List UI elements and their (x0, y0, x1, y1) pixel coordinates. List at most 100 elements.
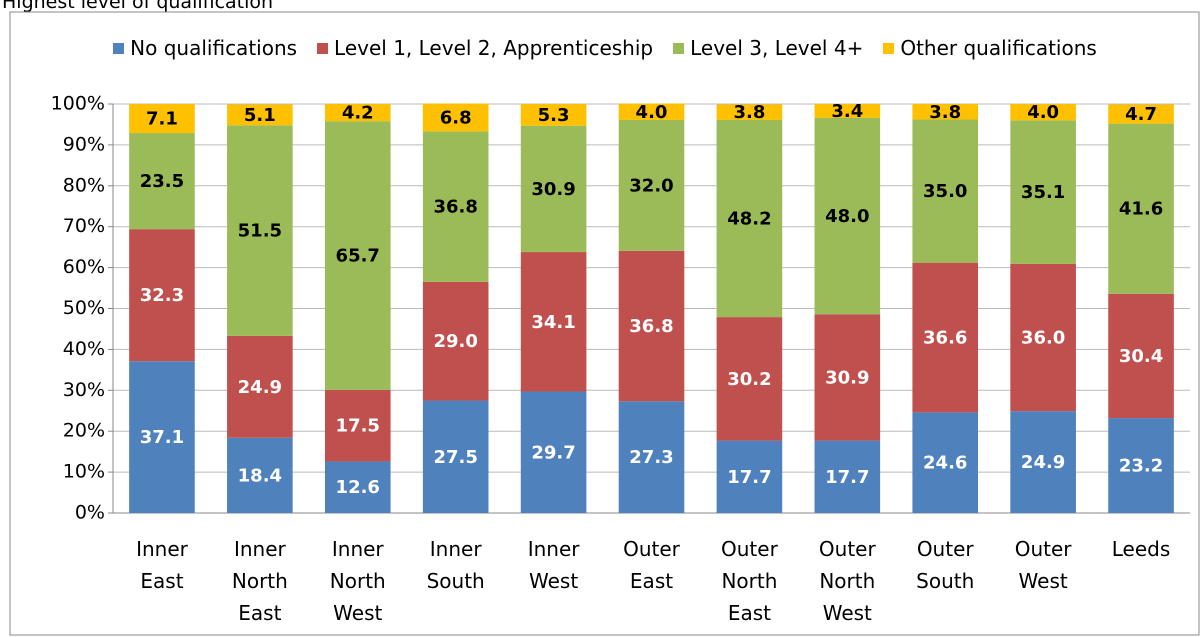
data-label: 6.8 (440, 107, 472, 128)
y-tick-label: 30% (63, 379, 105, 401)
bar-segment (1108, 418, 1174, 513)
legend-item: No qualifications (113, 36, 297, 60)
bar-segment (912, 412, 979, 513)
y-tick-label: 100% (51, 93, 105, 115)
bar-segment (1108, 123, 1174, 294)
data-label: 5.3 (538, 105, 570, 126)
data-label: 27.3 (629, 447, 673, 468)
data-label: 30.4 (1119, 346, 1163, 367)
bar-segment (129, 361, 195, 513)
data-label: 24.6 (923, 453, 967, 474)
legend-item: Level 3, Level 4+ (673, 36, 863, 60)
legend-label: Level 1, Level 2, Apprenticeship (334, 36, 654, 60)
bar-segment (324, 121, 391, 390)
legend-swatch (883, 42, 895, 54)
bar-segment (227, 125, 293, 336)
legend-label: Other qualifications (900, 36, 1097, 60)
y-tick-label: 60% (63, 256, 105, 278)
bar-segment (520, 252, 587, 392)
data-label: 35.1 (1021, 182, 1065, 203)
legend: No qualifications Level 1, Level 2, Appre… (10, 36, 1200, 60)
bar-segment (422, 400, 489, 513)
y-tick-label: 50% (63, 297, 105, 319)
bar-segment (716, 119, 783, 318)
data-label: 12.6 (336, 477, 380, 498)
data-label: 30.9 (825, 367, 869, 388)
x-tick-label: Inner South (426, 537, 485, 593)
x-tick-label: Outer North West (818, 537, 876, 625)
bar-segment (716, 317, 783, 441)
legend-swatch (113, 42, 125, 54)
bar-segment (1108, 104, 1174, 124)
bar-segment (227, 437, 293, 513)
data-label: 17.5 (336, 416, 380, 437)
data-label: 24.9 (238, 377, 282, 398)
data-label: 17.7 (727, 467, 771, 488)
bar-segment (618, 250, 685, 402)
bar-segment (129, 229, 195, 362)
bar-segment (324, 461, 391, 513)
bar-segment (422, 103, 489, 132)
bar-segment (422, 131, 489, 282)
legend-label: No qualifications (130, 36, 298, 60)
x-tick-label: Inner North East (231, 537, 288, 625)
data-label: 37.1 (140, 427, 184, 448)
data-label: 7.1 (146, 109, 178, 130)
data-label: 23.5 (140, 171, 184, 192)
data-label: 27.5 (433, 447, 477, 468)
data-label: 18.4 (238, 465, 282, 486)
data-label: 29.0 (433, 331, 477, 352)
data-label: 23.2 (1119, 456, 1163, 477)
legend-swatch (317, 42, 329, 54)
bar-segment (618, 103, 685, 120)
data-label: 36.8 (433, 197, 477, 218)
bar-segment (324, 104, 391, 122)
data-label: 3.8 (733, 102, 765, 123)
x-tick-label: Inner East (136, 537, 188, 593)
bar-segment (1010, 104, 1076, 121)
data-label: 36.0 (1021, 328, 1065, 349)
bar-segment (129, 133, 195, 230)
bar-segment (520, 125, 587, 253)
data-label: 29.7 (531, 442, 575, 463)
x-tick-label: Outer South (916, 537, 975, 593)
data-label: 4.7 (1125, 104, 1157, 125)
bar-segment (1010, 411, 1076, 513)
data-label: 4.0 (636, 102, 668, 123)
data-label: 4.0 (1027, 102, 1059, 123)
bar-segment (520, 104, 587, 126)
bar-segment (814, 440, 881, 513)
data-label: 34.1 (531, 312, 575, 333)
legend-swatch (673, 42, 685, 54)
x-tick-label: Outer North East (721, 537, 778, 625)
data-label: 36.8 (629, 316, 673, 337)
y-tick-label: 0% (75, 502, 105, 524)
bar-segment (1010, 120, 1076, 264)
x-tick-label: Outer West (1014, 537, 1072, 593)
legend-item: Other qualifications (883, 36, 1097, 60)
y-tick-label: 90% (63, 133, 105, 155)
data-label: 24.9 (1021, 452, 1065, 473)
data-label: 30.2 (727, 369, 771, 390)
bar-segment (227, 335, 293, 438)
bar-segment (618, 119, 685, 251)
bar-segment (912, 104, 979, 120)
data-label: 5.1 (244, 105, 276, 126)
bar-segment (716, 104, 783, 120)
bar-segment (129, 104, 195, 134)
bar-segment (912, 262, 979, 413)
bar-segment (912, 119, 979, 263)
data-label: 48.2 (727, 209, 771, 230)
x-tick-label: Outer East (623, 537, 680, 593)
data-label: 32.0 (629, 175, 673, 196)
bar-segment (618, 401, 685, 513)
bar-segment (716, 440, 783, 513)
data-label: 65.7 (336, 246, 380, 267)
y-tick-label: 20% (63, 420, 105, 442)
data-label: 3.8 (929, 102, 961, 123)
x-tick-label: Inner West (527, 537, 580, 593)
data-label: 36.6 (923, 328, 967, 349)
data-label: 48.0 (825, 206, 869, 227)
